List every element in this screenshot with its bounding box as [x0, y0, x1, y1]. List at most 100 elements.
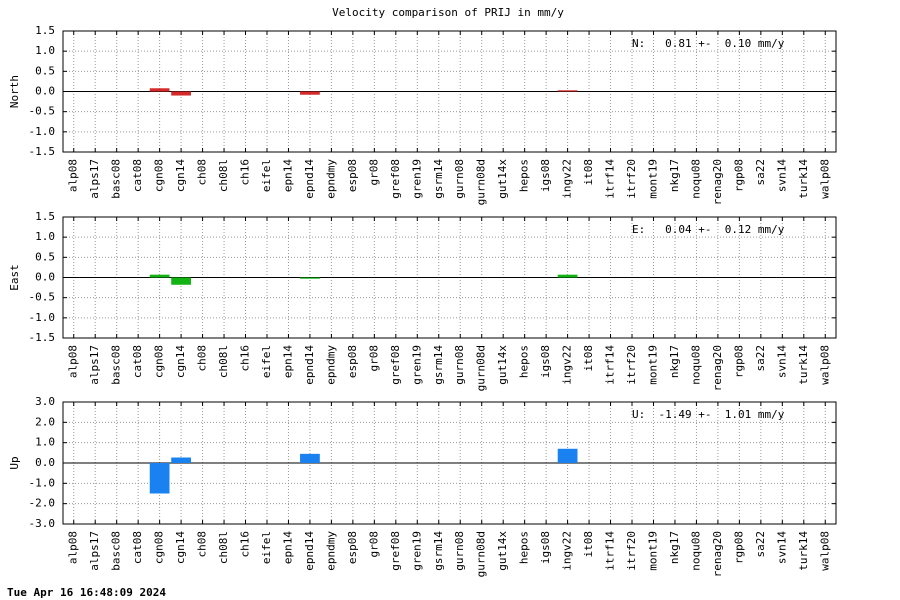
x-tick-label: basc08	[110, 159, 123, 199]
x-tick-label: it08	[582, 345, 595, 372]
x-tick-label: itrf14	[604, 531, 617, 571]
x-tick-label: gref08	[389, 531, 402, 571]
x-tick-label: basc08	[110, 531, 123, 571]
y-tick-label: -1.5	[29, 145, 56, 158]
x-tick-label: sa22	[754, 531, 767, 558]
x-tick-label: eifel	[260, 345, 273, 378]
y-tick-label: -0.5	[29, 291, 56, 304]
x-tick-label: turk14	[797, 531, 810, 571]
x-tick-label: walp08	[818, 531, 831, 571]
x-tick-label: mont19	[646, 531, 659, 571]
plot-frame	[62, 30, 837, 153]
y-tick-label: 2.0	[35, 415, 55, 428]
x-tick-label: itrf14	[604, 159, 617, 199]
bar	[300, 91, 320, 95]
x-tick-label: renag20	[711, 345, 724, 391]
x-tick-label: alps17	[88, 159, 101, 199]
x-tick-label: alps17	[88, 345, 101, 385]
x-tick-label: it08	[582, 159, 595, 186]
x-tick-label: ch08l	[217, 345, 230, 378]
x-tick-label: eifel	[260, 531, 273, 564]
x-tick-label: gurn08d	[475, 531, 488, 577]
x-tick-label: itrf20	[625, 345, 638, 385]
x-tick-label: epnd14	[303, 159, 316, 199]
x-tick-label: gut14x	[496, 159, 509, 199]
x-tick-label: ingv22	[561, 345, 574, 385]
x-tick-label: renag20	[711, 159, 724, 205]
x-tick-label: cgn08	[153, 159, 166, 192]
x-tick-label: renag20	[711, 531, 724, 577]
y-tick-label: -1.0	[29, 311, 56, 324]
x-tick-label: ingv22	[561, 159, 574, 199]
x-tick-label: svn14	[775, 345, 788, 378]
x-tick-label: cat08	[131, 159, 144, 192]
x-tick-label: ingv22	[561, 531, 574, 571]
x-tick-label: cgn08	[153, 531, 166, 564]
x-tick-label: cgn14	[174, 345, 187, 378]
x-tick-label: gsrm14	[432, 159, 445, 199]
x-tick-label: epndmy	[324, 531, 337, 571]
x-tick-label: epn14	[281, 345, 294, 378]
bar	[300, 453, 320, 463]
y-tick-label: 0.0	[35, 85, 55, 98]
bar	[149, 88, 170, 92]
timestamp: Tue Apr 16 16:48:09 2024	[7, 586, 166, 599]
x-tick-label: rgp08	[732, 345, 745, 378]
bar	[171, 91, 191, 96]
x-tick-label: cat08	[131, 531, 144, 564]
annotation: E: 0.04 +- 0.12 mm/y	[632, 223, 785, 236]
x-tick-label: epn14	[281, 531, 294, 564]
bar	[557, 90, 578, 92]
y-tick-label: 0.0	[35, 456, 55, 469]
bar	[300, 277, 320, 279]
x-tick-label: igs08	[539, 345, 552, 378]
x-tick-label: cgn14	[174, 159, 187, 192]
x-tick-label: ch08	[196, 159, 209, 186]
x-tick-label: itrf14	[604, 345, 617, 385]
x-tick-label: turk14	[797, 159, 810, 199]
x-tick-label: esp08	[346, 159, 359, 192]
x-tick-label: cgn14	[174, 531, 187, 564]
annotation: U: -1.49 +- 1.01 mm/y	[632, 408, 785, 421]
bar	[149, 463, 170, 494]
x-tick-label: epndmy	[324, 159, 337, 199]
x-tick-label: nkg17	[668, 531, 681, 564]
x-tick-label: hepos	[518, 345, 531, 378]
x-tick-label: gref08	[389, 159, 402, 199]
x-tick-label: ch08l	[217, 531, 230, 564]
y-tick-label: -3.0	[29, 517, 56, 530]
x-tick-label: esp08	[346, 531, 359, 564]
y-tick-label: 1.0	[35, 44, 55, 57]
x-tick-label: walp08	[818, 159, 831, 199]
x-tick-label: ch08l	[217, 159, 230, 192]
y-axis-label: Up	[8, 456, 21, 469]
x-tick-label: hepos	[518, 159, 531, 192]
x-tick-label: mont19	[646, 345, 659, 385]
x-tick-label: igs08	[539, 159, 552, 192]
y-tick-label: 3.0	[35, 395, 55, 408]
x-tick-label: gurn08d	[475, 345, 488, 391]
x-tick-label: eifel	[260, 159, 273, 192]
bar	[149, 274, 170, 278]
x-tick-label: ch08	[196, 531, 209, 558]
plot-frame	[62, 216, 837, 339]
x-tick-label: alp08	[67, 159, 80, 192]
bar	[557, 274, 578, 278]
x-tick-label: sa22	[754, 345, 767, 372]
x-tick-label: gren19	[410, 345, 423, 385]
y-tick-label: -1.0	[29, 125, 56, 138]
x-tick-label: itrf20	[625, 159, 638, 199]
x-tick-label: gren19	[410, 159, 423, 199]
y-tick-label: 0.5	[35, 250, 55, 263]
chart-title: Velocity comparison of PRIJ in mm/y	[332, 6, 564, 19]
x-tick-label: walp08	[818, 345, 831, 385]
y-axis-label: East	[8, 264, 21, 291]
y-tick-label: 1.5	[35, 24, 55, 37]
plot-frame	[62, 401, 837, 525]
y-tick-label: 1.5	[35, 210, 55, 223]
y-tick-label: 1.0	[35, 436, 55, 449]
x-tick-label: noqu08	[689, 531, 702, 571]
x-tick-label: gurn08	[453, 345, 466, 385]
